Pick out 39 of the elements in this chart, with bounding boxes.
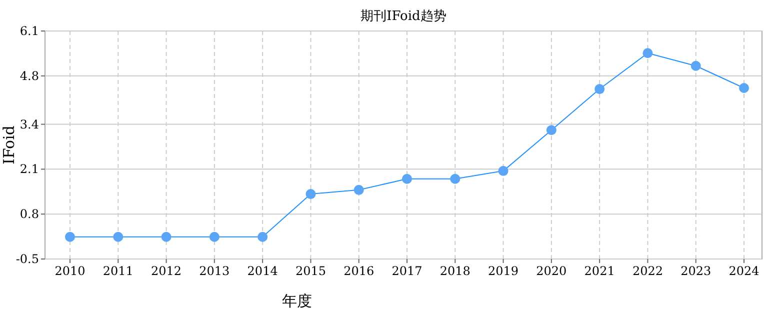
point <box>739 83 749 93</box>
y-axis-title: IFoid <box>0 125 18 164</box>
point <box>546 125 556 136</box>
x-tick-label: 2015 <box>295 264 326 278</box>
point <box>306 189 316 200</box>
y-tick-label: -0.5 <box>16 252 39 266</box>
x-tick-label: 2018 <box>440 264 470 278</box>
point <box>498 166 508 176</box>
x-axis-title: 年度 <box>282 292 312 310</box>
x-tick-label: 2010 <box>54 264 86 278</box>
x-tick-label: 2012 <box>151 264 182 278</box>
point <box>594 84 605 94</box>
point <box>258 232 268 242</box>
x-tick-label: 2011 <box>102 264 134 278</box>
x-tick-label: 2020 <box>536 264 567 278</box>
point <box>161 232 172 242</box>
y-tick-label: 6.1 <box>20 24 39 38</box>
point <box>65 232 75 242</box>
point <box>209 232 220 242</box>
x-tick-label: 2019 <box>488 264 519 278</box>
y-tick-label: 4.8 <box>20 68 39 83</box>
x-tick-label: 2013 <box>199 264 230 278</box>
point <box>402 174 412 184</box>
point <box>642 48 653 58</box>
y-tick-label: 3.4 <box>20 117 40 132</box>
x-tick-label: 2024 <box>728 264 760 278</box>
x-tick-label: 2022 <box>632 264 663 278</box>
y-tick-label: 2.1 <box>20 162 39 176</box>
point <box>354 184 364 195</box>
x-tick-label: 2016 <box>344 264 374 278</box>
point <box>690 60 701 71</box>
x-tick-label: 2021 <box>584 264 615 278</box>
x-tick-label: 2023 <box>680 264 712 278</box>
x-tick-label: 2017 <box>392 264 422 278</box>
x-tick-label: 2014 <box>247 264 278 278</box>
chart-title: 期刊IFoid趋势 <box>360 9 446 24</box>
point <box>450 174 460 184</box>
y-tick-label: 0.8 <box>20 207 39 222</box>
point <box>113 232 124 242</box>
